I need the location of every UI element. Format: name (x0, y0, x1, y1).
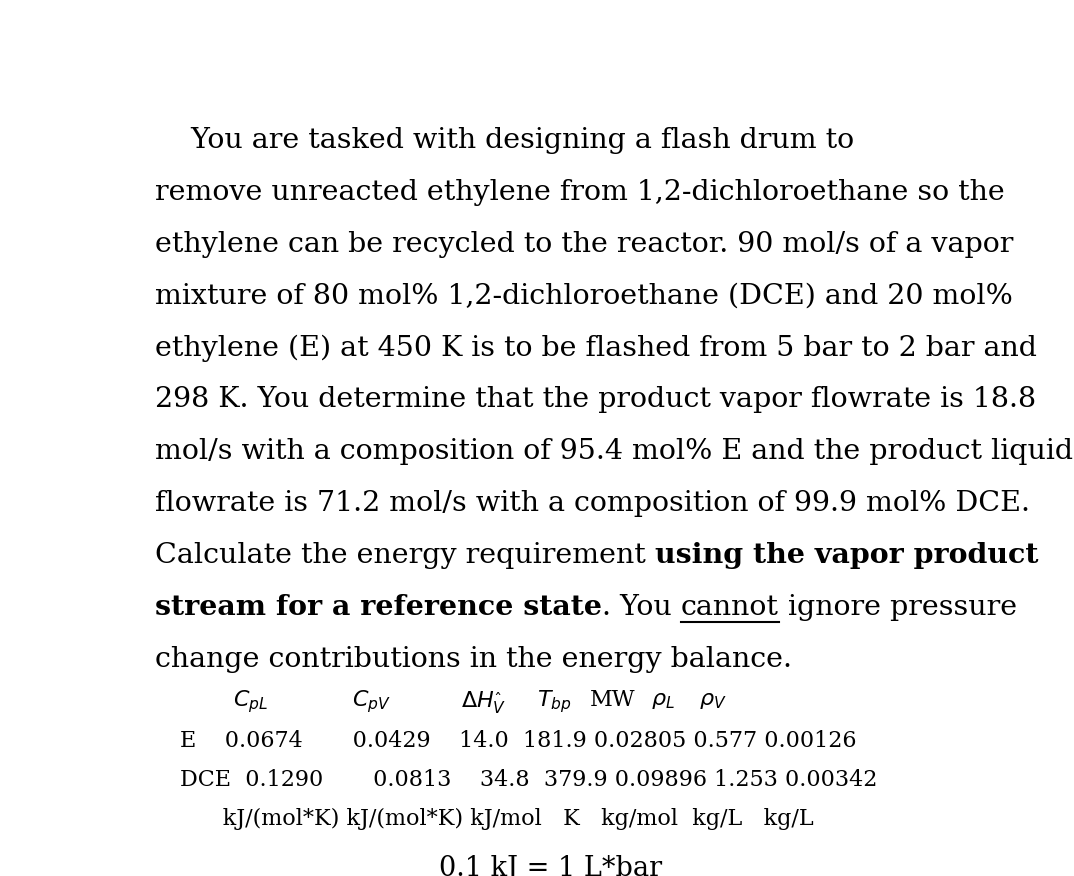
Text: flowrate is 71.2 mol/s with a composition of 99.9 mol% DCE.: flowrate is 71.2 mol/s with a compositio… (155, 491, 1030, 517)
Text: You are tasked with designing a flash drum to: You are tasked with designing a flash dr… (155, 127, 854, 153)
Text: $C_{pL}$: $C_{pL}$ (233, 689, 268, 716)
Text: kJ/(mol*K) kJ/(mol*K) kJ/mol   K   kg/mol  kg/L   kg/L: kJ/(mol*K) kJ/(mol*K) kJ/mol K kg/mol kg… (180, 808, 814, 830)
Text: . You: . You (603, 594, 681, 621)
Text: $\Delta H_V^{\hat{\ }}$: $\Delta H_V^{\hat{\ }}$ (461, 689, 507, 715)
Text: change contributions in the energy balance.: change contributions in the energy balan… (155, 646, 792, 673)
Text: ignore pressure: ignore pressure (779, 594, 1017, 621)
Text: mixture of 80 mol% 1,2-dichloroethane (DCE) and 20 mol%: mixture of 80 mol% 1,2-dichloroethane (D… (155, 283, 1013, 309)
Text: 298 K. You determine that the product vapor flowrate is 18.8: 298 K. You determine that the product va… (155, 386, 1036, 413)
Text: Calculate the energy requirement: Calculate the energy requirement (155, 542, 655, 569)
Text: $T_{bp}$: $T_{bp}$ (537, 689, 571, 716)
Text: cannot: cannot (681, 594, 779, 621)
Text: DCE  0.1290       0.0813    34.8  379.9 0.09896 1.253 0.00342: DCE 0.1290 0.0813 34.8 379.9 0.09896 1.2… (180, 769, 877, 791)
Text: $\rho_V$: $\rho_V$ (699, 689, 726, 710)
Text: $C_{pV}$: $C_{pV}$ (352, 689, 391, 716)
Text: ethylene (E) at 450 K is to be flashed from 5 bar to 2 bar and: ethylene (E) at 450 K is to be flashed f… (155, 335, 1036, 362)
Text: ethylene can be recycled to the reactor. 90 mol/s of a vapor: ethylene can be recycled to the reactor.… (155, 230, 1014, 258)
Text: stream for a reference state: stream for a reference state (155, 594, 603, 621)
Text: using the vapor product: using the vapor product (655, 542, 1039, 569)
Text: mol/s with a composition of 95.4 mol% E and the product liquid: mol/s with a composition of 95.4 mol% E … (155, 438, 1073, 465)
Text: $\rho_L$: $\rho_L$ (651, 689, 674, 710)
Text: E    0.0674       0.0429    14.0  181.9 0.02805 0.577 0.00126: E 0.0674 0.0429 14.0 181.9 0.02805 0.577… (180, 731, 857, 752)
Text: remove unreacted ethylene from 1,2-dichloroethane so the: remove unreacted ethylene from 1,2-dichl… (155, 179, 1005, 206)
Text: 0.1 kJ = 1 L*bar: 0.1 kJ = 1 L*bar (439, 855, 662, 876)
Text: MW: MW (590, 689, 636, 710)
